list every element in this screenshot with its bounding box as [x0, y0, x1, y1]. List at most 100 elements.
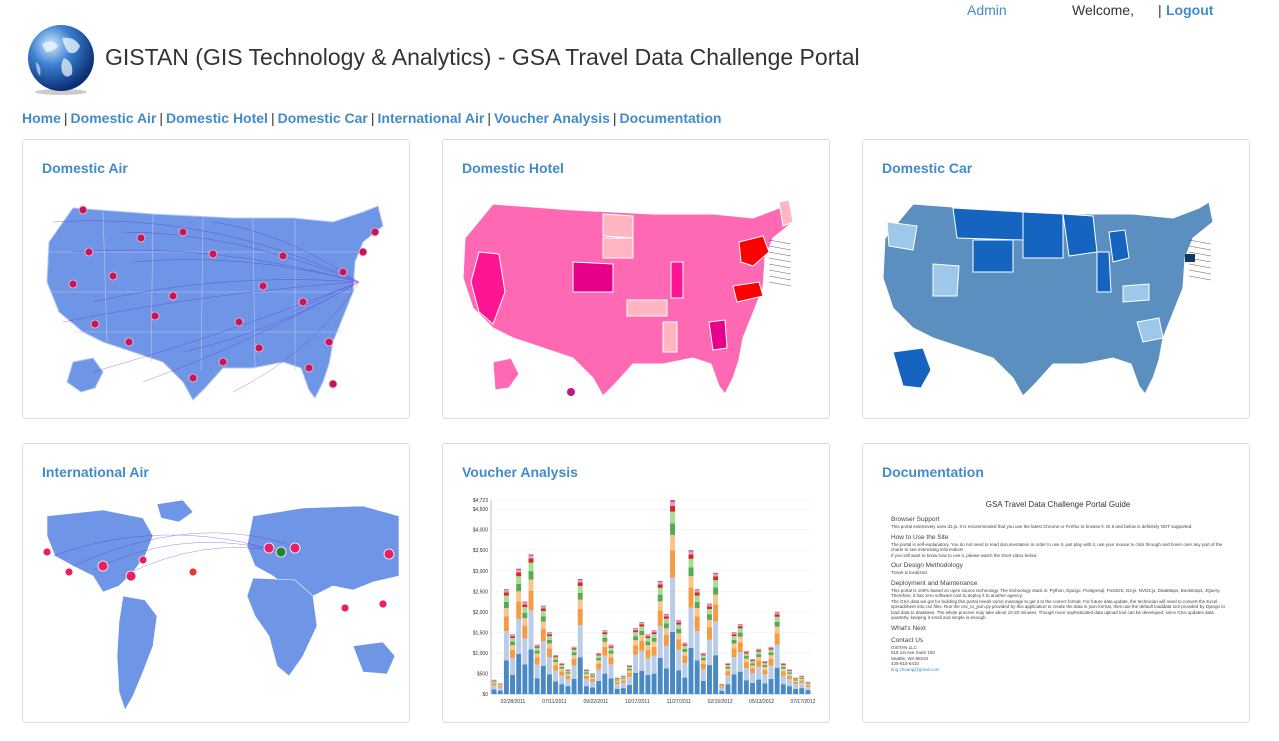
bar-segment: [805, 684, 811, 687]
panel-title-documentation[interactable]: Documentation: [882, 464, 984, 480]
bar-segment: [713, 572, 719, 575]
bar-segment: [571, 648, 577, 650]
bar-segment: [676, 628, 682, 634]
panel-title-domestic-air[interactable]: Domestic Air: [42, 160, 128, 176]
bar-segment: [534, 653, 540, 658]
nav-documentation[interactable]: Documentation: [619, 110, 722, 126]
bar-segment: [645, 635, 651, 637]
bar-segment: [719, 684, 725, 685]
bar-segment: [694, 660, 700, 694]
bar-segment: [547, 636, 552, 640]
bar-segment: [713, 574, 719, 577]
bar-segment: [540, 610, 546, 617]
bar-segment: [743, 668, 749, 681]
bar-segment: [707, 639, 712, 666]
bar-segment: [571, 655, 577, 660]
panel-domestic-hotel[interactable]: Domestic Hotel: [442, 139, 830, 419]
domestic-air-map[interactable]: [33, 192, 399, 414]
nav-international-air[interactable]: International Air: [377, 110, 485, 126]
bar-segment: [553, 656, 559, 658]
bar-segment: [633, 628, 639, 631]
doc-contact-email[interactable]: ting.zhuang@gmail.com: [891, 666, 940, 672]
x-tick-label: 07/17/2012: [790, 699, 815, 705]
bar-segment: [651, 646, 657, 656]
panel-title-voucher-analysis[interactable]: Voucher Analysis: [462, 464, 578, 480]
domestic-hotel-map[interactable]: [453, 192, 819, 414]
nav-voucher-analysis[interactable]: Voucher Analysis: [493, 110, 610, 126]
bar-segment: [694, 631, 700, 661]
bar-segment: [700, 663, 706, 670]
admin-link[interactable]: Admin: [967, 2, 1007, 18]
separator: |: [1158, 2, 1162, 18]
bar-segment: [497, 684, 503, 686]
international-air-map[interactable]: [33, 496, 399, 718]
bar-segment: [780, 668, 786, 672]
bar-segment: [737, 671, 743, 694]
bar-segment: [657, 601, 663, 611]
bar-segment: [682, 651, 688, 657]
bar-segment: [737, 652, 743, 672]
bar-segment: [620, 676, 626, 678]
bar-segment: [534, 678, 540, 694]
bar-segment: [694, 595, 700, 602]
bar-segment: [780, 671, 786, 676]
bar-segment: [571, 665, 577, 679]
panel-domestic-car[interactable]: Domestic Car: [862, 139, 1250, 419]
bar-segment: [540, 621, 546, 629]
bar-segment: [596, 657, 602, 661]
bar-segment: [633, 654, 639, 673]
bar-segment: [663, 668, 669, 694]
bar-segment: [682, 677, 688, 694]
bar-segment: [750, 665, 755, 669]
bar-segment: [602, 641, 608, 647]
panel-domestic-air[interactable]: Domestic Air: [22, 139, 410, 419]
bar-segment: [583, 675, 589, 680]
bar-segment: [725, 665, 731, 667]
panel-international-air[interactable]: International Air: [22, 443, 410, 723]
bar-segment: [565, 670, 571, 671]
bar-segment: [497, 683, 503, 685]
nav-home[interactable]: Home: [22, 110, 61, 126]
bar-segment: [497, 686, 503, 688]
bar-segment: [682, 656, 688, 664]
bar-segment: [750, 673, 755, 683]
nav-domestic-hotel[interactable]: Domestic Hotel: [166, 110, 268, 126]
bar-segment: [663, 645, 669, 669]
bar-segment: [676, 620, 682, 623]
bar-segment: [645, 636, 651, 639]
bar-segment: [596, 660, 602, 664]
bar-segment: [774, 614, 780, 617]
bar-segment: [793, 679, 799, 681]
bar-segment: [516, 572, 522, 577]
bar-segment: [774, 633, 780, 645]
voucher-analysis-chart[interactable]: $0 $500 $1,000 $1,500 $2,000 $2,500 $3,000 $3,5…: [453, 496, 819, 718]
panel-title-domestic-hotel[interactable]: Domestic Hotel: [462, 160, 564, 176]
bar-segment: [756, 649, 762, 651]
bar-segment: [756, 656, 762, 661]
panel-title-domestic-car[interactable]: Domestic Car: [882, 160, 973, 176]
bar-segment: [799, 682, 805, 689]
bar-segment: [583, 679, 589, 687]
bar-segment: [565, 670, 571, 673]
bar-segment: [645, 641, 651, 646]
bar-segment: [503, 590, 509, 593]
bar-segment: [547, 632, 552, 634]
bar-segment: [571, 652, 577, 656]
bar-segment: [670, 534, 675, 551]
bar-segment: [577, 585, 583, 593]
bar-segment: [657, 582, 663, 585]
panel-documentation[interactable]: Documentation GSA Travel Data Challenge …: [862, 443, 1250, 723]
nav-separator: |: [63, 110, 68, 126]
panel-voucher-analysis[interactable]: Voucher Analysis $0 $500 $1,000 $1,500 $2,00…: [442, 443, 830, 723]
panel-title-international-air[interactable]: International Air: [42, 464, 149, 480]
bar-segment: [528, 590, 534, 611]
bar-segment: [627, 666, 632, 669]
bar-segment: [670, 500, 675, 502]
bar-segment: [602, 655, 608, 674]
domestic-car-map[interactable]: [873, 192, 1239, 414]
bar-segment: [787, 679, 792, 687]
bar-segment: [596, 663, 602, 670]
nav-domestic-car[interactable]: Domestic Car: [277, 110, 368, 126]
nav-domestic-air[interactable]: Domestic Air: [70, 110, 157, 126]
logout-link[interactable]: Logout: [1166, 2, 1214, 18]
